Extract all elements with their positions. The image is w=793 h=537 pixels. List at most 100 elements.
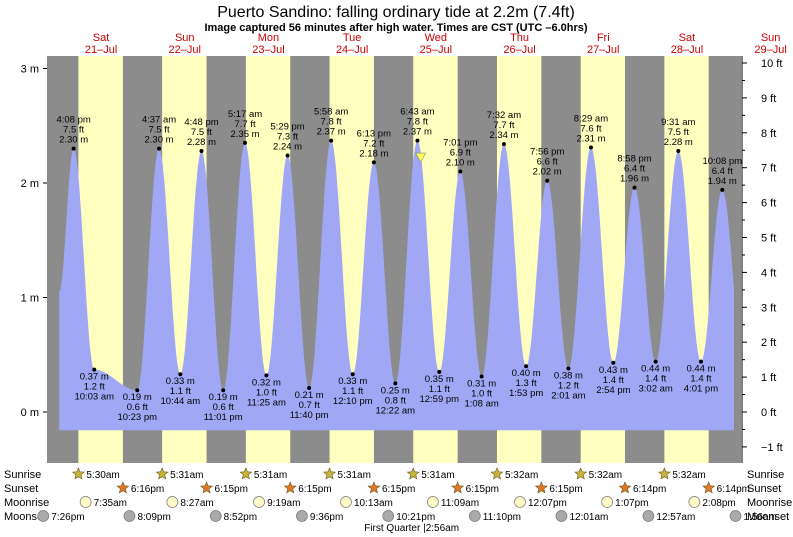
high-tide-dot [199,148,204,153]
y-tick-label-ft: 3 ft [761,302,776,314]
sunrise-time: 5:31am [254,470,287,481]
moonrise-icon [427,496,439,508]
high-tide-label: 5:29 pm [270,122,304,133]
sunset-icon [702,481,716,494]
low-tide-label: 12:22 am [375,405,415,416]
sunrise-icon [406,467,420,480]
moonrise-icon [253,496,265,508]
moonset-icon [37,510,50,522]
day-date: 25–Jul [420,44,452,56]
day-date: 28–Jul [671,44,703,56]
low-tide-label: 12:59 pm [419,394,459,405]
low-tide-dot [437,369,442,374]
y-tick-label-ft: 6 ft [761,198,776,210]
moonrise-label-left: Moonrise [4,497,49,509]
y-tick-label-ft: 1 ft [761,372,776,384]
high-tide-label: 2.37 m [317,127,346,138]
y-tick-label-m: 3 m [21,64,39,76]
low-tide-dot [307,385,312,390]
low-tide-label: 11:01 pm [204,412,243,423]
moonrise-time: 9:19am [267,498,300,509]
y-tick-label-ft: 9 ft [761,93,776,105]
low-tide-dot [566,366,571,371]
sunset-icon [283,481,297,494]
high-tide-label: 5:17 am [228,109,262,120]
low-tide-label: 1.2 ft [84,382,105,393]
high-tide-label: 7.5 ft [191,127,212,138]
sunset-time: 6:14pm [633,484,666,495]
sunset-icon [116,481,130,494]
low-tide-label: 0.44 m [686,364,715,375]
high-tide-label: 7.5 ft [668,127,689,138]
sunrise-icon [490,467,504,480]
low-tide-label: 0.37 m [80,372,109,383]
sunrise-time: 5:31am [421,470,454,481]
sunset-icon [200,481,214,494]
sunrise-icon [239,467,253,480]
low-tide-label: 0.38 m [554,370,583,381]
low-tide-dot [698,359,703,364]
y-tick-label-m: 1 m [21,293,39,305]
moonrise-time: 8:27am [180,498,213,509]
day-date: 27–Jul [587,44,619,56]
day-name: Wed [425,32,447,44]
day-date: 24–Jul [336,44,368,56]
low-tide-label: 0.6 ft [127,402,148,413]
moonrise-icon [688,496,701,508]
high-tide-label: 6:43 am [400,107,434,118]
high-tide-label: 2.30 m [144,135,173,146]
sunrise-icon [155,467,169,480]
high-tide-label: 2.35 m [230,129,259,140]
day-name: Sat [93,32,110,44]
moonrise-icon [601,496,614,508]
sunrise-icon [657,467,671,480]
right-axis-feet: −1 ft 0 ft 1 ft 2 ft 3 ft 4 ft 5 ft 6 ft 7 ft 8 f… [741,56,783,463]
high-tide-label: 7.7 ft [234,119,255,130]
low-tide-label: 1.1 ft [429,384,450,395]
low-tide-label: 1.2 ft [558,380,579,391]
low-tide-dot [350,372,355,377]
high-tide-label: 10:08 pm [702,156,742,167]
moonrise-icon [340,496,352,508]
sunrise-time: 5:31am [338,470,371,481]
moonset-icon [209,510,222,522]
low-tide-label: 0.19 m [209,392,238,403]
high-tide-label: 7.5 ft [63,125,84,136]
low-tide-label: 0.32 m [252,377,281,388]
low-tide-dot [264,373,269,378]
y-tick-label-ft: −1 ft [761,442,783,454]
sunset-icon [451,481,465,494]
high-tide-label: 2.28 m [664,137,693,148]
sunrise-label-right: Sunrise [747,469,784,481]
high-tide-label: 2.28 m [187,137,216,148]
high-tide-label: 7.5 ft [148,125,169,136]
high-tide-label: 7:01 pm [443,138,477,149]
low-tide-label: 0.8 ft [385,395,406,406]
low-tide-dot [221,388,226,393]
low-tide-label: 10:44 am [161,396,201,407]
tide-curve [59,140,734,431]
sunset-icon [618,481,632,494]
sunset-label-left: Sunset [4,483,38,495]
moonset-label-right: Moonset [747,511,789,523]
sunrise-time: 5:31am [170,470,203,481]
high-tide-label: 4:48 pm [184,117,218,128]
y-tick-label-ft: 8 ft [761,128,776,140]
moon-phase-label: First Quarter |2:56am [364,523,459,534]
high-tide-label: 2.18 m [359,148,388,159]
moonset-icon [382,510,395,522]
chart-subtitle: Image captured 56 minutes after high wat… [204,22,587,34]
moonrise-time: 11:09am [441,498,479,509]
high-tide-label: 7.7 ft [493,120,514,131]
high-tide-dot [243,140,248,145]
low-tide-label: 1.4 ft [645,374,666,385]
low-tide-dot [178,372,183,377]
low-tide-label: 1.3 ft [516,378,537,389]
high-tide-dot [545,178,550,183]
y-tick-label-ft: 2 ft [761,337,776,349]
day-date: 26–Jul [503,44,535,56]
sunrise-time: 5:30am [86,470,119,481]
moonset-time: 8:09pm [137,512,170,523]
low-tide-label: 1:53 pm [509,388,543,399]
day-headers: Sat21–JulSun22–JulMon23–JulTue24–JulWed2… [85,32,787,56]
